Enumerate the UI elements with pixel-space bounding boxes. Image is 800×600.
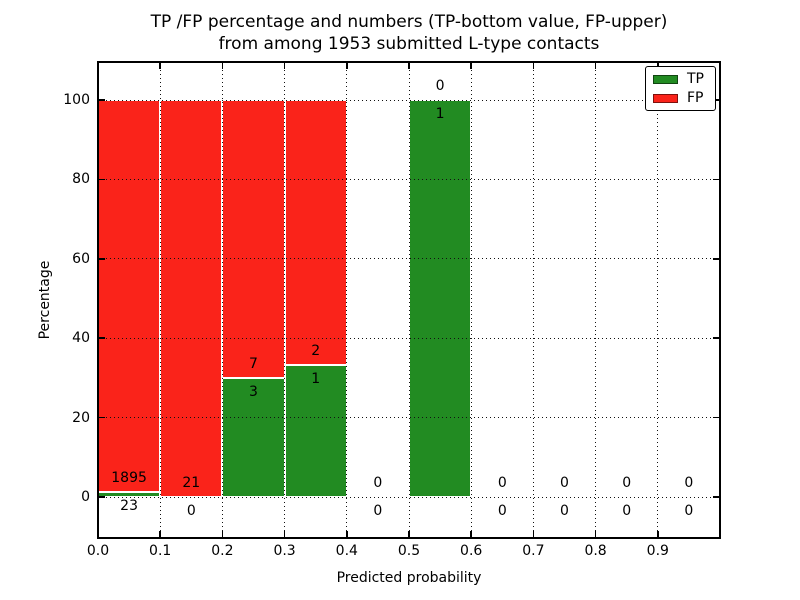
y-tick-mark — [713, 258, 719, 260]
gridline-vertical — [532, 62, 534, 538]
y-tick-mark — [713, 99, 719, 101]
y-tick-mark — [99, 178, 105, 181]
y-tick-mark — [713, 178, 719, 181]
x-tick-mark — [221, 63, 224, 69]
legend-entry-fp: FP — [653, 91, 708, 105]
y-tick-mark — [99, 416, 105, 419]
x-tick-mark — [159, 63, 161, 69]
legend: TP FP — [645, 66, 716, 111]
x-tick-mark — [346, 531, 348, 537]
x-tick-mark — [470, 63, 472, 69]
legend-swatch-tp-icon — [653, 74, 678, 84]
bar-segment-tp — [409, 100, 472, 497]
x-tick-label: 0.0 — [86, 543, 110, 559]
gridline-vertical — [408, 62, 410, 538]
x-tick-mark — [346, 63, 348, 69]
y-tick-mark — [713, 416, 719, 419]
fp-count-label: 0 — [560, 475, 569, 491]
fp-count-label: 0 — [684, 475, 694, 491]
x-tick-mark — [594, 63, 597, 69]
legend-label-tp: TP — [687, 71, 704, 87]
fp-count-label: 0 — [435, 78, 445, 94]
fp-count-label: 0 — [373, 475, 383, 491]
x-tick-mark — [470, 531, 472, 537]
tp-count-label: 0 — [622, 503, 632, 519]
tp-count-label: 0 — [560, 503, 569, 519]
x-tick-mark — [283, 63, 286, 69]
x-tick-mark — [657, 531, 659, 537]
x-tick-label: 0.7 — [522, 543, 545, 559]
y-tick-label: 20 — [72, 409, 90, 426]
fp-count-label: 2 — [311, 342, 321, 359]
chart-title: TP /FP percentage and numbers (TP-bottom… — [151, 11, 668, 55]
tp-count-label: 0 — [497, 503, 507, 519]
x-tick-mark — [408, 531, 410, 537]
x-axis-label: Predicted probability — [336, 570, 482, 586]
tp-count-label: 1 — [311, 370, 321, 387]
y-tick-mark — [99, 258, 105, 260]
gridline-vertical — [595, 62, 597, 538]
x-tick-mark — [283, 531, 286, 537]
tp-count-label: 0 — [373, 503, 383, 519]
y-tick-label: 80 — [72, 171, 90, 188]
fp-count-label: 0 — [622, 475, 632, 491]
x-tick-mark — [408, 63, 410, 69]
fp-count-label: 21 — [182, 475, 201, 491]
x-tick-mark — [594, 531, 597, 537]
x-tick-label: 0.9 — [646, 543, 669, 559]
gridline-vertical — [346, 62, 348, 538]
x-tick-label: 0.5 — [397, 543, 421, 559]
x-tick-mark — [159, 531, 161, 537]
bar-segment-tp — [222, 377, 285, 497]
fp-count-label: 1895 — [111, 470, 147, 487]
x-tick-label: 0.3 — [273, 543, 296, 559]
tp-count-label: 1 — [435, 106, 445, 122]
chart-title-line1: TP /FP percentage and numbers (TP-bottom… — [150, 12, 668, 32]
fp-count-label: 7 — [249, 355, 258, 372]
x-tick-label: 0.4 — [335, 543, 358, 559]
x-tick-mark — [532, 531, 535, 537]
y-tick-mark — [99, 496, 105, 498]
x-tick-label: 0.1 — [149, 543, 172, 559]
gridline-vertical — [470, 62, 472, 538]
y-tick-label: 0 — [81, 489, 90, 505]
y-tick-mark — [713, 496, 719, 498]
chart-title-line2: from among 1953 submitted L-type contact… — [218, 34, 600, 54]
x-tick-label: 0.2 — [211, 543, 234, 559]
x-tick-label: 0.6 — [460, 543, 483, 559]
x-tick-mark — [97, 531, 99, 537]
y-tick-label: 60 — [72, 250, 90, 267]
y-tick-mark — [99, 337, 105, 339]
tp-count-label: 0 — [186, 503, 196, 519]
gridline-vertical — [657, 62, 659, 538]
bar-segment-fp — [222, 100, 285, 378]
bar-segment-tp — [284, 364, 347, 497]
x-tick-mark — [97, 63, 99, 69]
bar-segment-fp — [284, 100, 347, 365]
tp-count-label: 23 — [120, 498, 139, 515]
tp-count-label: 3 — [249, 383, 258, 400]
gridline-vertical — [284, 62, 286, 538]
bar-segment-fp — [160, 100, 223, 497]
x-tick-mark — [532, 63, 535, 69]
bar-segment-fp — [98, 100, 161, 493]
x-tick-label: 0.8 — [584, 543, 607, 559]
y-tick-label: 100 — [63, 92, 90, 108]
fp-count-label: 0 — [497, 475, 507, 491]
legend-label-fp: FP — [687, 90, 704, 106]
legend-entry-tp: TP — [653, 72, 708, 86]
y-tick-mark — [99, 99, 105, 101]
gridline-vertical — [159, 62, 161, 538]
gridline-vertical — [221, 62, 223, 538]
y-tick-label: 40 — [72, 330, 90, 347]
y-axis-label: Percentage — [37, 260, 53, 340]
y-tick-mark — [713, 337, 719, 339]
legend-swatch-fp-icon — [653, 93, 678, 103]
tp-count-label: 0 — [684, 503, 694, 519]
x-tick-mark — [221, 531, 224, 537]
